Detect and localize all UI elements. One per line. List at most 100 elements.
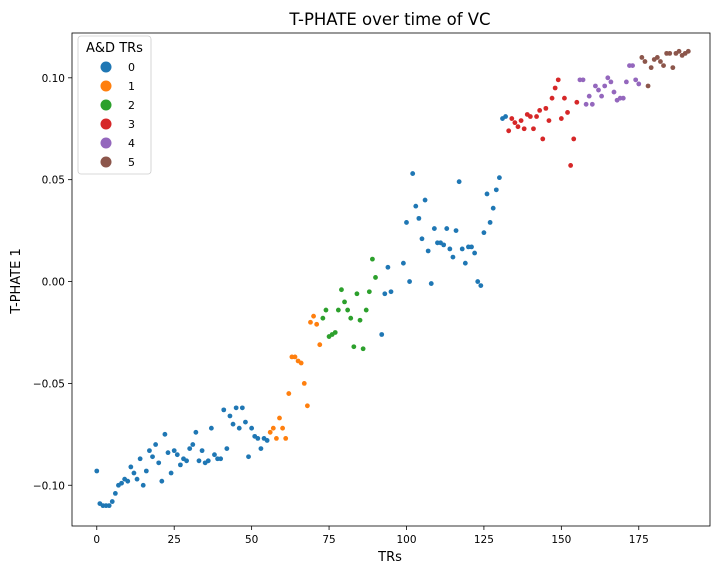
data-point-series-0 xyxy=(382,291,388,297)
data-point-series-1 xyxy=(270,425,276,431)
data-point-series-0 xyxy=(109,499,115,504)
legend: A&D TRs 0 1 2 3 4 5 xyxy=(77,35,152,175)
data-point-series-2 xyxy=(339,287,344,293)
y-tick-label: 0.05 xyxy=(42,175,65,187)
data-point-series-0 xyxy=(187,446,193,451)
data-point-series-2 xyxy=(345,307,351,313)
data-point-series-0 xyxy=(255,436,261,441)
data-point-series-3 xyxy=(540,136,546,142)
data-point-series-0 xyxy=(487,220,493,225)
data-point-series-0 xyxy=(119,480,124,486)
data-point-series-5 xyxy=(648,65,654,71)
data-point-series-4 xyxy=(633,77,639,83)
data-point-series-2 xyxy=(348,315,354,321)
data-point-series-0 xyxy=(400,260,406,266)
data-point-series-1 xyxy=(292,354,298,360)
data-point-series-1 xyxy=(286,391,292,396)
data-point-series-4 xyxy=(636,81,642,87)
data-point-series-4 xyxy=(596,87,601,93)
data-point-series-3 xyxy=(518,118,524,123)
data-point-series-5 xyxy=(639,55,645,60)
data-point-series-0 xyxy=(94,468,100,474)
data-point-series-3 xyxy=(512,120,518,126)
data-point-series-0 xyxy=(212,452,217,458)
data-point-series-0 xyxy=(264,438,270,443)
data-point-series-1 xyxy=(314,321,320,327)
data-point-series-3 xyxy=(558,116,564,121)
data-point-series-4 xyxy=(608,79,614,85)
data-point-series-0 xyxy=(456,179,462,185)
data-point-series-3 xyxy=(571,136,577,142)
data-point-series-4 xyxy=(605,75,611,81)
data-point-series-0 xyxy=(447,246,453,252)
data-point-series-1 xyxy=(274,436,279,441)
data-point-series-0 xyxy=(404,220,409,225)
y-tick-label: −0.10 xyxy=(33,480,65,492)
data-point-series-3 xyxy=(549,95,555,101)
x-tick-label: 25 xyxy=(168,534,181,546)
data-point-series-0 xyxy=(184,458,189,464)
data-point-series-0 xyxy=(462,260,468,266)
data-point-series-3 xyxy=(552,85,558,91)
data-point-series-0 xyxy=(236,425,242,431)
data-point-series-2 xyxy=(370,256,375,262)
data-point-series-0 xyxy=(379,332,385,337)
legend-marker-5 xyxy=(100,156,112,168)
data-point-series-0 xyxy=(428,281,434,286)
data-point-series-0 xyxy=(239,405,245,411)
data-point-series-0 xyxy=(478,283,484,289)
data-point-series-1 xyxy=(267,429,273,435)
data-point-series-3 xyxy=(574,99,580,105)
data-point-series-0 xyxy=(143,468,149,474)
x-tick-label: 125 xyxy=(474,534,494,546)
legend-label-5: 5 xyxy=(128,156,135,169)
data-point-series-0 xyxy=(246,454,251,460)
data-point-series-2 xyxy=(323,307,329,313)
data-point-series-5 xyxy=(658,59,663,64)
data-point-series-4 xyxy=(599,93,604,99)
data-point-series-5 xyxy=(667,50,673,56)
x-tick-label: 175 xyxy=(629,534,649,546)
data-point-series-1 xyxy=(283,436,289,441)
data-point-series-1 xyxy=(304,403,310,409)
data-point-series-0 xyxy=(472,250,478,256)
data-point-series-2 xyxy=(360,346,366,352)
data-point-series-0 xyxy=(221,407,227,413)
data-point-series-3 xyxy=(568,163,574,168)
data-point-series-4 xyxy=(630,63,635,68)
data-point-series-0 xyxy=(459,246,465,252)
data-point-series-2 xyxy=(357,317,363,323)
data-point-series-0 xyxy=(196,458,202,464)
data-point-series-0 xyxy=(469,244,474,250)
data-point-series-0 xyxy=(453,228,459,234)
legend-label-3: 3 xyxy=(128,118,135,131)
data-point-series-0 xyxy=(444,226,450,231)
y-axis-label: T-PHATE 1 xyxy=(9,248,24,315)
data-point-series-0 xyxy=(106,503,112,509)
data-point-series-0 xyxy=(490,205,496,211)
data-point-series-5 xyxy=(670,65,676,71)
data-point-series-2 xyxy=(342,299,347,305)
data-point-series-0 xyxy=(224,446,230,451)
data-point-series-0 xyxy=(218,456,224,462)
data-point-series-2 xyxy=(320,315,326,321)
data-point-series-0 xyxy=(125,478,131,484)
data-point-series-5 xyxy=(676,48,682,54)
y-tick-label: 0.00 xyxy=(42,277,65,289)
data-point-series-3 xyxy=(527,114,533,119)
data-point-series-2 xyxy=(373,275,378,280)
data-point-series-2 xyxy=(335,307,341,313)
data-point-series-0 xyxy=(475,279,481,284)
data-point-series-1 xyxy=(301,381,307,386)
data-point-series-0 xyxy=(425,248,431,254)
data-point-series-0 xyxy=(422,197,428,203)
data-point-series-0 xyxy=(208,425,214,431)
legend-title: A&D TRs xyxy=(86,41,143,56)
y-tick-label: −0.05 xyxy=(33,378,65,390)
data-point-series-2 xyxy=(351,344,357,350)
data-point-series-3 xyxy=(521,126,527,132)
data-point-series-0 xyxy=(497,175,502,181)
data-point-series-4 xyxy=(583,101,589,107)
data-point-series-0 xyxy=(419,236,425,242)
legend-label-4: 4 xyxy=(128,137,135,150)
